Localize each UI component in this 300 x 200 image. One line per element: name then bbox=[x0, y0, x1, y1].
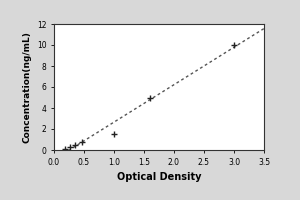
X-axis label: Optical Density: Optical Density bbox=[117, 172, 201, 182]
Y-axis label: Concentration(ng/mL): Concentration(ng/mL) bbox=[22, 31, 31, 143]
